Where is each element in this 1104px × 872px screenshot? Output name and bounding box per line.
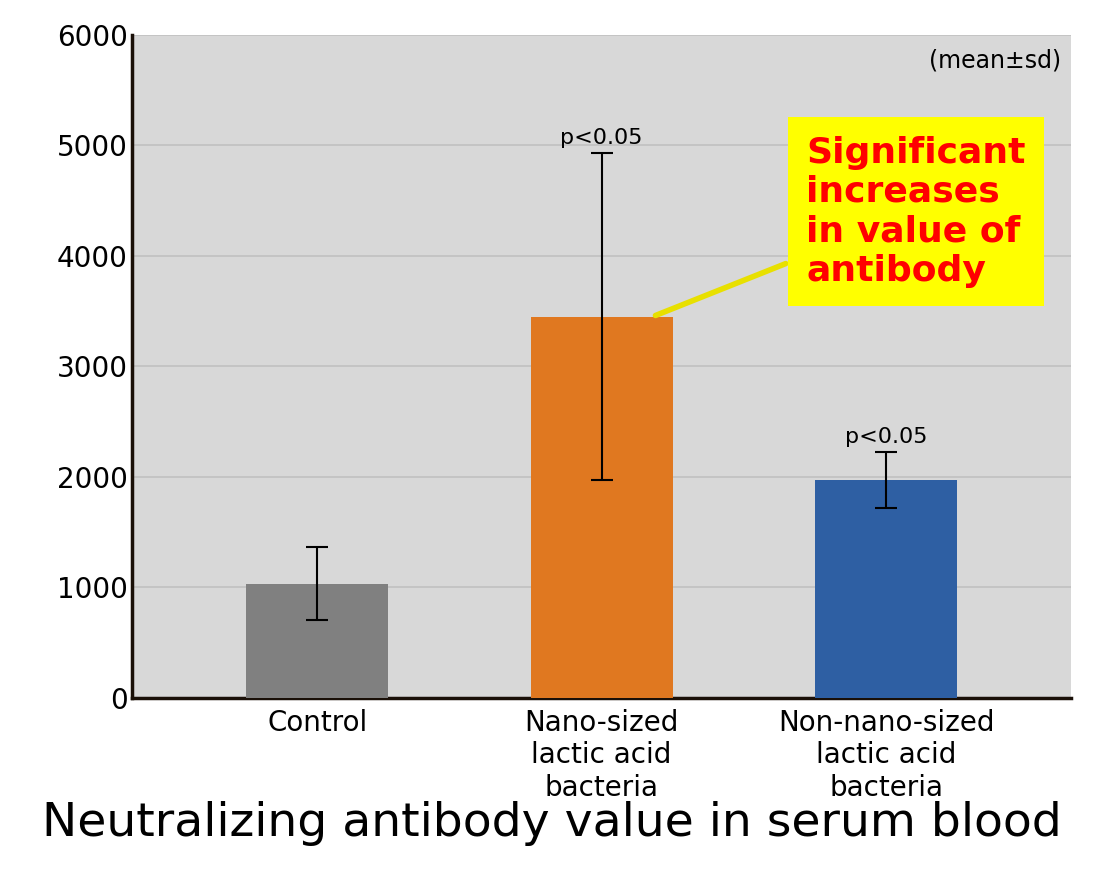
Text: p<0.05: p<0.05 xyxy=(561,127,643,147)
Text: p<0.05: p<0.05 xyxy=(845,427,927,446)
Text: Neutralizing antibody value in serum blood: Neutralizing antibody value in serum blo… xyxy=(42,800,1062,846)
Text: (mean±sd): (mean±sd) xyxy=(930,48,1061,72)
Bar xyxy=(246,584,389,698)
Bar xyxy=(531,317,672,698)
Text: Significant
increases
in value of
antibody: Significant increases in value of antibo… xyxy=(656,135,1026,316)
Bar xyxy=(815,480,957,698)
